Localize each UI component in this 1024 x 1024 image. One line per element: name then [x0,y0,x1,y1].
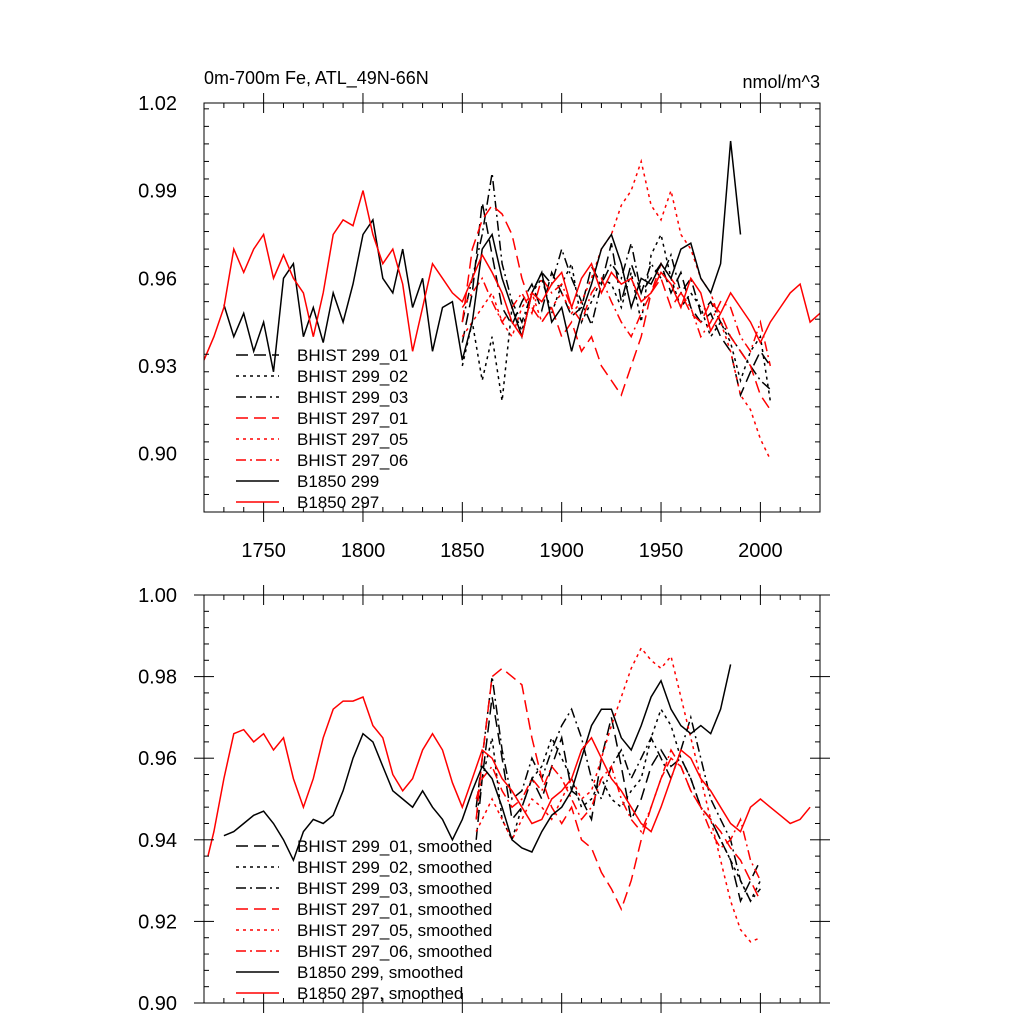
series-line-top-1 [461,232,772,402]
y-tick-label-top-3: 0.99 [138,181,177,203]
y-tick-label-bot-3: 0.96 [138,748,177,770]
y-tick-label-top-4: 1.02 [138,93,177,115]
legend-label-bot-5: BHIST 297_06, smoothed [297,942,492,961]
y-tick-label-bot-4: 0.98 [138,667,177,689]
x-tick-label-top-4: 1950 [639,540,684,562]
y-tick-label-top-2: 0.96 [138,268,177,290]
x-tick-label-top-5: 2000 [738,540,783,562]
x-tick-label-top-2: 1850 [440,540,485,562]
y-tick-label-top-1: 0.93 [138,356,177,378]
legend-label-bot-1: BHIST 299_02, smoothed [297,858,492,877]
series-line-top-5 [461,262,772,367]
bottom-plot-series [207,646,811,943]
legend-label-top-6: B1850 299 [297,472,379,491]
legend-label-bot-6: B1850 299, smoothed [297,963,463,982]
series-line-bot-2 [475,676,761,903]
bottom-legend: BHIST 299_01, smoothed BHIST 299_02, smoo… [236,837,492,1003]
bottom-panel: 0.90 0.92 0.94 0.96 0.98 1.00 BHIST 299_01, s… [138,585,830,1015]
legend-label-top-0: BHIST 299_01 [297,346,408,365]
y-tick-label-bot-1: 0.92 [138,911,177,933]
top-legend: BHIST 299_01 BHIST 299_02 BHIST 299_03 BHIS… [236,346,408,512]
legend-label-top-3: BHIST 297_01 [297,409,408,428]
top-chart-units: nmol/m^3 [743,72,820,92]
bottom-axes: 0.90 0.92 0.94 0.96 0.98 1.00 [138,585,830,1015]
legend-label-top-1: BHIST 299_02 [297,367,408,386]
plot-frame-top [203,102,821,513]
legend-label-bot-4: BHIST 297_05, smoothed [297,921,492,940]
plot-frame-bot [203,594,821,1004]
x-tick-label-top-1: 1800 [341,540,386,562]
series-line-bot-6 [223,664,732,863]
series-line-top-7 [204,190,820,361]
top-chart-title: 0m-700m Fe, ATL_49N-66N [204,68,429,89]
series-line-bot-5 [475,748,762,881]
y-tick-label-top-0: 0.90 [138,444,177,466]
legend-label-top-7: B1850 297 [297,493,379,512]
top-axes: 1750 1800 1850 1900 1950 2000 0.90 0.93 0.96 0.99… [138,93,821,562]
y-tick-label-bot-0: 0.90 [138,993,177,1015]
series-line-top-0 [461,202,771,398]
y-tick-label-bot-2: 0.94 [138,830,177,852]
series-line-bot-4 [475,646,761,943]
series-line-bot-0 [475,696,762,904]
series-line-bot-1 [475,707,762,903]
legend-label-top-2: BHIST 299_03 [297,388,408,407]
top-plot-series [204,140,820,460]
legend-label-bot-2: BHIST 299_03, smoothed [297,879,492,898]
y-tick-label-bot-5: 1.00 [138,585,177,607]
legend-label-top-5: BHIST 297_06 [297,451,408,470]
x-tick-label-top-3: 1900 [539,540,584,562]
series-line-top-2 [461,172,771,390]
legend-label-top-4: BHIST 297_05 [297,430,408,449]
x-tick-label-top-0: 1750 [241,540,286,562]
legend-label-bot-3: BHIST 297_01, smoothed [297,900,492,919]
series-line-top-6 [223,140,742,372]
series-line-bot-3 [475,667,762,912]
top-panel: 1750 1800 1850 1900 1950 2000 0.90 0.93 0.96 0.99… [138,68,821,562]
legend-label-bot-7: B1850 297, smoothed [297,984,463,1003]
series-line-bot-7 [207,696,811,857]
legend-label-bot-0: BHIST 299_01, smoothed [297,837,492,856]
series-line-top-3 [461,204,771,411]
